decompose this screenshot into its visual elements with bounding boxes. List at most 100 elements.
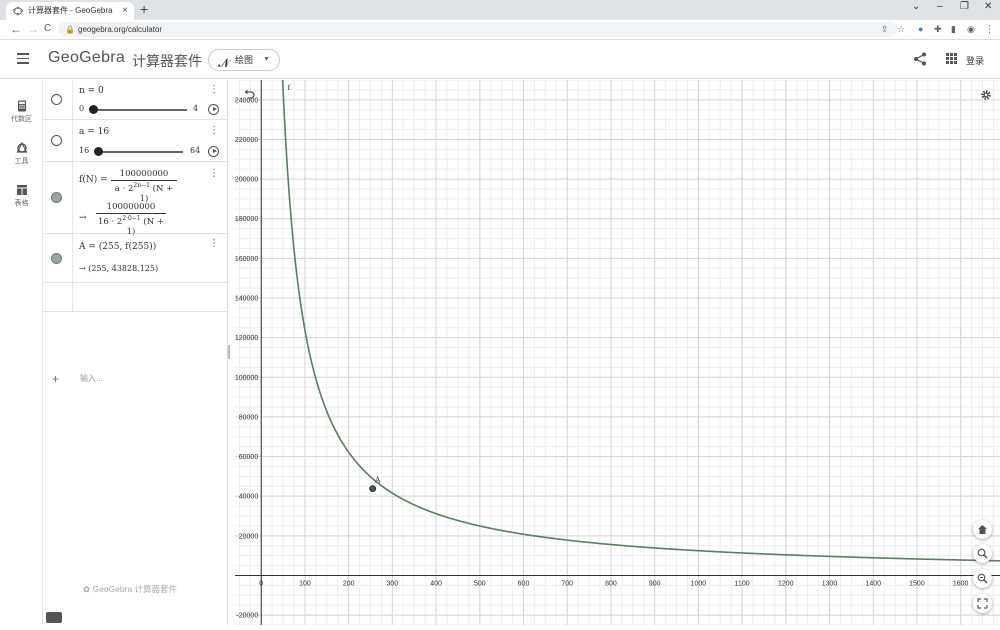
algebra-view: n = 0 ⋮ 0 4 a = 16 ⋮ 16 64 ⋮ f(N) = 1000… <box>43 80 228 625</box>
algebra-row-A[interactable]: ⋮ A = (255, f(255)) → (255, 43828.125) <box>43 234 228 283</box>
slider-max: 4 <box>193 104 199 113</box>
forward-icon[interactable]: → <box>27 22 39 36</box>
y-tick-label: 20000 <box>239 533 259 540</box>
reload-icon[interactable]: C <box>44 23 52 34</box>
hamburger-menu-icon[interactable] <box>17 53 29 64</box>
slider-n[interactable]: 0 4 <box>79 104 224 116</box>
bookmark-star-icon[interactable]: ☆ <box>897 24 906 34</box>
visibility-toggle[interactable] <box>51 192 62 203</box>
graphing-icon: 𝓝 <box>218 56 230 70</box>
geogebra-small-logo-icon: ✿ <box>83 584 91 594</box>
y-tick-label: 140000 <box>235 296 258 303</box>
slider-knob[interactable] <box>94 147 103 156</box>
function-curve-f <box>280 48 1000 562</box>
keyboard-icon[interactable] <box>46 612 62 623</box>
graphics-view[interactable]: 0 100 200 300 400 500 600 700 800 900 1000 1100 1200… <box>235 48 1000 626</box>
slider-a[interactable]: 16 64 <box>79 146 224 158</box>
algebra-row-f[interactable]: ⋮ f(N) = 100000000 a · 22n−1 (N + 1) → 1… <box>43 162 228 237</box>
minimize-icon[interactable]: – <box>937 1 943 12</box>
browser-tab[interactable]: 计算器套件 - GeoGebra × <box>6 2 134 20</box>
row-menu-icon[interactable]: ⋮ <box>209 238 219 249</box>
close-window-icon[interactable]: ✕ <box>984 1 993 12</box>
login-button[interactable]: 登录 <box>966 56 985 66</box>
profile-icon[interactable]: ◉ <box>967 24 975 34</box>
play-icon[interactable] <box>208 146 219 157</box>
visibility-toggle[interactable] <box>51 135 62 146</box>
point-label-A: A <box>374 476 381 485</box>
apps-grid-icon[interactable] <box>946 53 957 64</box>
sidebar-item-algebra[interactable]: 代数区 <box>0 100 43 124</box>
slider-max: 64 <box>190 146 201 155</box>
x-tick-label: 1000 <box>691 580 707 587</box>
expression-a[interactable]: a = 16 <box>79 127 110 137</box>
expression-n[interactable]: n = 0 <box>79 86 104 96</box>
tab-search-icon[interactable]: ⌄ <box>912 1 921 12</box>
slider-track[interactable] <box>93 109 187 111</box>
algebra-input[interactable]: 输入... <box>80 374 103 383</box>
view-sidebar: 代数区 工具 表格 <box>0 80 43 625</box>
brand-text: GeoGebra 计算器套件 <box>92 584 178 594</box>
gear-icon <box>981 90 991 100</box>
play-icon[interactable] <box>208 104 219 115</box>
f-denominator: a · 22n−1 (N + 1) <box>114 182 174 204</box>
app-selector-label: 绘图 <box>235 55 254 65</box>
sidebar-item-label: 表格 <box>14 200 29 207</box>
row-menu-icon[interactable]: ⋮ <box>209 84 219 95</box>
algebra-input-row[interactable] <box>43 283 228 312</box>
row-separator <box>72 80 73 119</box>
expression-f-fraction[interactable]: 100000000 a · 22n−1 (N + 1) <box>111 169 177 204</box>
sidebar-item-tools[interactable]: 工具 <box>0 142 43 166</box>
address-bar[interactable]: 🔒 geogebra.org/calculator <box>58 22 898 37</box>
lock-icon: 🔒 <box>65 25 75 34</box>
row-menu-icon[interactable]: ⋮ <box>209 125 219 136</box>
extension-icon[interactable]: ● <box>918 24 924 34</box>
home-button[interactable] <box>973 520 992 539</box>
x-tick-label: 1500 <box>909 580 925 587</box>
x-tick-label: 800 <box>605 580 617 587</box>
y-tick-label: 40000 <box>239 494 259 501</box>
fullscreen-button[interactable] <box>973 594 992 613</box>
back-icon[interactable]: ← <box>10 22 22 36</box>
graph-canvas[interactable]: 0 100 200 300 400 500 600 700 800 900 1000 1100 1200… <box>235 48 1000 626</box>
zoom-out-button[interactable] <box>973 569 992 588</box>
slider-knob[interactable] <box>89 105 98 114</box>
sidepanel-icon[interactable]: ▮ <box>951 24 956 34</box>
restore-icon[interactable]: ❐ <box>960 1 969 12</box>
app-selector-button[interactable]: 𝓝 绘图 ▼ <box>208 49 280 71</box>
share-icon[interactable] <box>913 52 927 66</box>
x-tick-label: 100 <box>299 580 311 587</box>
x-tick-label: 300 <box>387 580 399 587</box>
new-tab-button[interactable]: + <box>140 1 149 17</box>
slider-min: 16 <box>79 146 90 155</box>
visibility-toggle[interactable] <box>51 253 62 264</box>
algebra-row-a[interactable]: a = 16 ⋮ 16 64 <box>43 120 228 162</box>
x-tick-label: 1200 <box>778 580 794 587</box>
caret-down-icon: ▼ <box>263 56 270 63</box>
x-tick-label: 1300 <box>822 580 838 587</box>
x-tick-label: 0 <box>259 580 263 587</box>
slider-track[interactable] <box>97 151 183 153</box>
home-icon <box>978 525 987 534</box>
browser-tab-title: 计算器套件 - GeoGebra <box>28 6 113 15</box>
algebra-row-n[interactable]: n = 0 ⋮ 0 4 <box>43 80 228 120</box>
f-numerator: 100000000 <box>119 169 169 179</box>
close-tab-icon[interactable]: × <box>122 5 128 16</box>
row-menu-icon[interactable]: ⋮ <box>209 168 219 179</box>
more-icon[interactable]: ⋮ <box>985 24 994 34</box>
sidebar-item-table[interactable]: 表格 <box>0 184 43 208</box>
y-tick-label: -20000 <box>236 613 258 620</box>
expression-f-lhs[interactable]: f(N) = <box>79 175 108 185</box>
y-tick-label: 180000 <box>235 216 258 223</box>
zoom-in-button[interactable] <box>973 544 992 563</box>
graphics-settings-button[interactable] <box>976 85 995 104</box>
visibility-toggle[interactable] <box>51 94 62 105</box>
curve-label-f: f <box>287 84 291 92</box>
add-item-icon[interactable]: + <box>52 372 60 386</box>
x-tick-label: 1400 <box>865 580 881 587</box>
expression-A[interactable]: A = (255, f(255)) <box>79 242 157 252</box>
panel-resize-handle[interactable] <box>228 345 230 359</box>
undo-button[interactable] <box>240 85 259 104</box>
puzzle-icon[interactable]: ✚ <box>934 24 942 34</box>
fullscreen-icon <box>977 598 988 609</box>
share-page-icon[interactable]: ⇪ <box>881 24 889 34</box>
